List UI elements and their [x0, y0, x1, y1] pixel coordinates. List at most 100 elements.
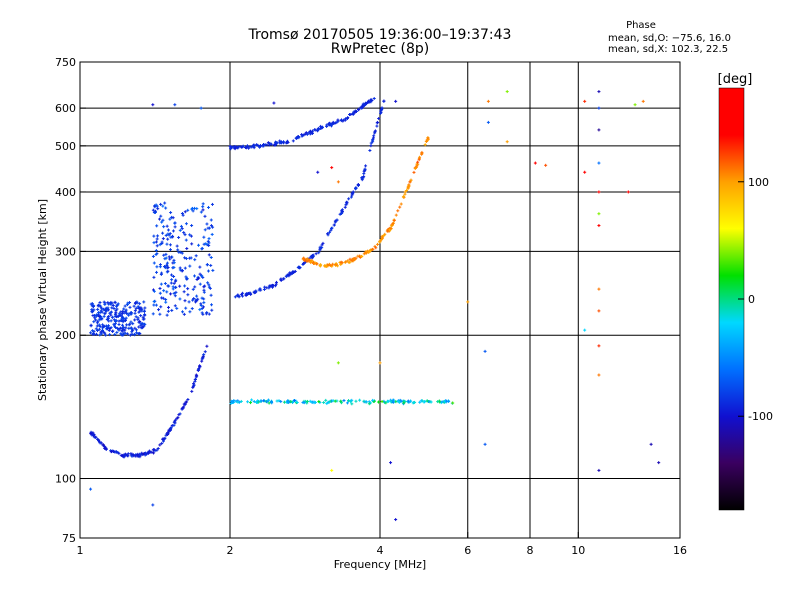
echo-point	[191, 206, 195, 210]
echo-point	[626, 190, 630, 194]
echo-point	[350, 402, 354, 406]
echo-point	[165, 290, 169, 294]
echo-point	[168, 232, 172, 236]
echo-point	[201, 305, 205, 309]
echo-point	[151, 254, 155, 258]
echo-point	[199, 106, 203, 110]
echo-point	[165, 270, 169, 274]
echo-point	[191, 384, 195, 388]
echo-point	[266, 398, 270, 402]
echo-point	[406, 187, 410, 191]
echo-point	[281, 277, 285, 281]
echo-point	[138, 332, 142, 336]
echo-point	[202, 288, 206, 292]
echo-point	[246, 400, 250, 404]
y-tick-label: 300	[55, 245, 76, 258]
echo-point	[178, 268, 182, 272]
echo-points	[89, 90, 661, 522]
echo-point	[96, 313, 100, 317]
echo-point	[364, 164, 368, 168]
echo-point	[109, 319, 113, 323]
echo-point	[152, 303, 156, 307]
echo-point	[317, 251, 321, 255]
echo-point	[442, 400, 446, 404]
echo-point	[193, 285, 197, 289]
echo-point	[133, 318, 137, 322]
echo-point	[369, 100, 373, 104]
echo-point	[155, 204, 159, 208]
echo-point	[155, 265, 159, 269]
echo-point	[154, 209, 158, 213]
echo-point	[429, 400, 433, 404]
echo-point	[235, 145, 239, 149]
echo-point	[125, 323, 129, 327]
echo-point	[127, 326, 131, 330]
echo-point	[334, 262, 338, 266]
echo-point	[165, 313, 169, 317]
echo-point	[331, 262, 335, 266]
echo-point	[363, 167, 367, 171]
echo-point	[237, 145, 241, 149]
echo-point	[350, 259, 354, 263]
echo-point	[166, 432, 170, 436]
echo-point	[597, 287, 601, 291]
echo-point	[112, 324, 116, 328]
echo-point	[176, 416, 180, 420]
echo-point	[186, 287, 190, 291]
echo-point	[172, 291, 176, 295]
echo-point	[405, 189, 409, 193]
echo-point	[275, 141, 279, 145]
echo-point	[402, 195, 406, 199]
echo-point	[293, 269, 297, 273]
echo-point	[341, 119, 345, 123]
colorbar-tick-label: 0	[748, 293, 755, 306]
echo-point	[201, 208, 205, 212]
echo-point	[160, 220, 164, 224]
echo-point	[211, 268, 215, 272]
echo-point	[234, 399, 238, 403]
echo-point	[120, 311, 124, 315]
echo-point	[207, 243, 211, 247]
echo-point	[173, 221, 177, 225]
echo-point	[261, 143, 265, 147]
echo-point	[318, 126, 322, 130]
echo-point	[174, 285, 178, 289]
echo-point	[188, 310, 192, 314]
echo-point	[232, 144, 236, 148]
echo-point	[89, 487, 93, 491]
echo-point	[113, 300, 117, 304]
echo-point	[372, 96, 376, 100]
echo-point	[170, 278, 174, 282]
echo-point	[117, 451, 121, 455]
echo-point	[389, 461, 393, 465]
echo-point	[123, 331, 127, 335]
echo-point	[273, 284, 277, 288]
echo-point	[279, 140, 283, 144]
echo-point	[286, 399, 290, 403]
echo-point	[129, 452, 133, 456]
y-axis-ticks: 75 100 200 300 400 500 600 750	[55, 56, 86, 545]
echo-point	[419, 399, 423, 403]
echo-point	[406, 400, 410, 404]
echo-point	[354, 186, 358, 190]
echo-point	[195, 294, 199, 298]
echo-point	[278, 139, 282, 143]
echo-point	[159, 214, 163, 218]
echo-point	[367, 250, 371, 254]
echo-point	[309, 131, 313, 135]
echo-point	[258, 145, 262, 149]
echo-point	[197, 368, 201, 372]
echo-point	[101, 443, 105, 447]
echo-point	[98, 441, 102, 445]
echo-point	[127, 323, 131, 327]
echo-point	[274, 280, 278, 284]
echo-point	[140, 309, 144, 313]
echo-point	[291, 270, 295, 274]
echo-point	[597, 90, 601, 94]
echo-point	[369, 401, 373, 405]
echo-point	[597, 161, 601, 165]
echo-point	[250, 398, 254, 402]
echo-point	[160, 296, 164, 300]
echo-point	[181, 213, 185, 217]
echo-point	[192, 383, 196, 387]
